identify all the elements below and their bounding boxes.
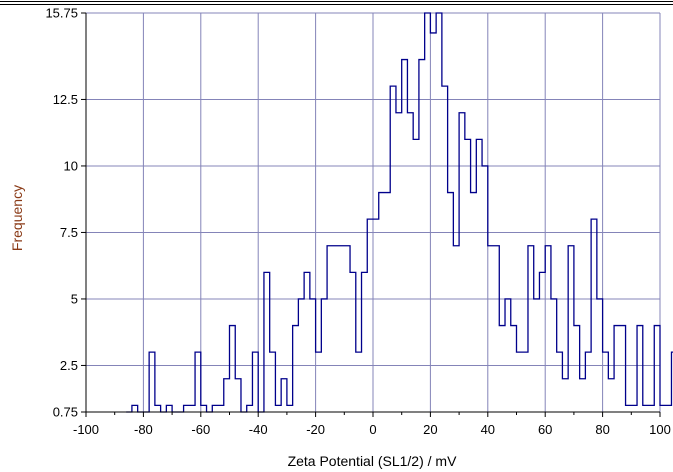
x-tick-label: -80 xyxy=(134,422,153,437)
x-tick-label: 60 xyxy=(538,422,552,437)
x-tick-label: 20 xyxy=(423,422,437,437)
x-tick-label: 80 xyxy=(595,422,609,437)
x-tick-label: 0 xyxy=(369,422,376,437)
y-tick-label: 5 xyxy=(71,291,78,306)
y-tick-label: 2.5 xyxy=(60,358,78,373)
y-tick-label: 7.5 xyxy=(60,225,78,240)
x-tick-label: -20 xyxy=(306,422,325,437)
plot-area xyxy=(126,12,673,413)
x-tick-label: 40 xyxy=(481,422,495,437)
y-tick-label: 0.75 xyxy=(53,405,78,420)
y-axis-label: Frequency xyxy=(9,185,25,251)
x-tick-label: -40 xyxy=(249,422,268,437)
y-tick-label: 10 xyxy=(64,158,78,173)
y-axis-ticks: 0.75 2.5 5 7.5 10 12.5 15.75 xyxy=(45,6,86,420)
window-edge-decoration xyxy=(0,1,673,5)
x-tick-label: -100 xyxy=(73,422,99,437)
x-tick-label: 100 xyxy=(649,422,671,437)
y-tick-label: 15.75 xyxy=(45,6,78,21)
x-tick-label: -60 xyxy=(191,422,210,437)
x-axis-ticks: -100 -80 -60 -40 -20 0 20 40 60 80 100 xyxy=(73,412,671,437)
x-axis-label: Zeta Potential (SL1/2) / mV xyxy=(288,453,458,469)
histogram-outline xyxy=(126,12,673,413)
y-tick-label: 12.5 xyxy=(53,92,78,107)
